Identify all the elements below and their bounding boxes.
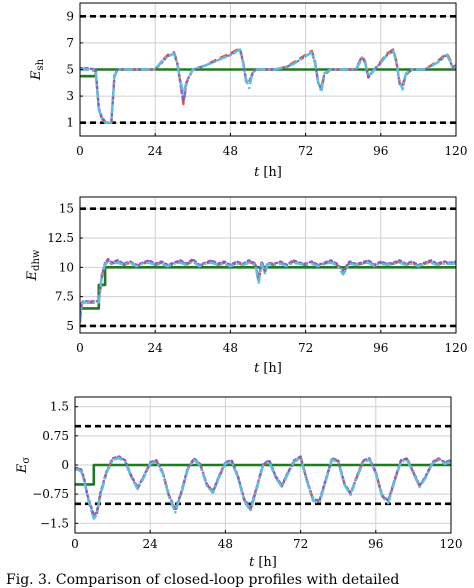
x-tick-label: 24 bbox=[148, 341, 164, 355]
x-tick-label: 0 bbox=[76, 341, 84, 355]
x-tick-label: 96 bbox=[373, 341, 388, 355]
y-tick-label: 1 bbox=[66, 116, 74, 130]
x-axis-label: t [h] bbox=[249, 555, 277, 570]
x-tick-label: 0 bbox=[76, 144, 84, 158]
y-tick-label: 7.5 bbox=[55, 290, 74, 304]
series-line-dashed bbox=[80, 259, 456, 323]
y-tick-label: 15 bbox=[59, 202, 74, 216]
series-line-dashdot bbox=[80, 48, 456, 124]
series-line-dashdot bbox=[75, 456, 451, 520]
x-tick-label: 96 bbox=[368, 537, 383, 551]
y-axis-label: Edhw bbox=[25, 249, 42, 281]
y-tick-label: 0 bbox=[61, 458, 69, 472]
x-tick-label: 48 bbox=[223, 341, 238, 355]
series-line-solid bbox=[80, 265, 456, 310]
chart-panel-esh: 0 24 48 72 96 120 1 3 5 7 9 t [h] Esh bbox=[29, 2, 468, 180]
chart-panel-edhw: 0 24 48 72 96 120 5 7.5 10 12.5 15 t [h] Edhw bbox=[25, 196, 468, 376]
y-tick-label: 5 bbox=[66, 319, 74, 333]
x-tick-label: 24 bbox=[148, 144, 164, 158]
x-tick-label: 24 bbox=[143, 537, 159, 551]
x-tick-label: 48 bbox=[223, 144, 238, 158]
series-line-dotted bbox=[75, 455, 451, 517]
y-tick-label: 12.5 bbox=[47, 231, 74, 245]
chart-panel-esigma: 0 24 48 72 96 120 −1.5 −0.75 0 0.75 1.5 t [h] Eσ bbox=[15, 396, 463, 570]
figure-caption: Fig. 3. Comparison of closed-loop profil… bbox=[6, 572, 399, 588]
y-tick-label: 5 bbox=[66, 63, 74, 77]
y-axis-label: Eσ bbox=[15, 457, 32, 475]
x-tick-label: 72 bbox=[298, 341, 313, 355]
x-tick-label: 120 bbox=[445, 144, 468, 158]
y-tick-label: 0.75 bbox=[42, 429, 69, 443]
x-tick-label: 0 bbox=[71, 537, 79, 551]
x-tick-label: 120 bbox=[440, 537, 463, 551]
series-line-dashdot bbox=[80, 260, 456, 322]
y-tick-label: 3 bbox=[66, 89, 74, 103]
x-tick-label: 96 bbox=[373, 144, 388, 158]
y-tick-label: 7 bbox=[66, 36, 74, 50]
y-tick-label: 1.5 bbox=[50, 400, 69, 414]
y-tick-label: 9 bbox=[66, 9, 74, 23]
x-tick-label: 120 bbox=[445, 341, 468, 355]
y-tick-label: −1.5 bbox=[40, 516, 69, 530]
series-line-dotted bbox=[80, 48, 456, 124]
x-axis-label: t [h] bbox=[254, 361, 282, 376]
series-line-dashed bbox=[80, 47, 456, 124]
plot-frame bbox=[79, 196, 457, 334]
x-tick-label: 72 bbox=[298, 144, 313, 158]
y-tick-label: −0.75 bbox=[32, 487, 69, 501]
y-axis-label: Esh bbox=[29, 58, 46, 81]
x-tick-label: 48 bbox=[218, 537, 233, 551]
x-tick-label: 72 bbox=[293, 537, 308, 551]
x-axis-label: t [h] bbox=[254, 165, 282, 180]
y-tick-label: 10 bbox=[59, 260, 74, 274]
